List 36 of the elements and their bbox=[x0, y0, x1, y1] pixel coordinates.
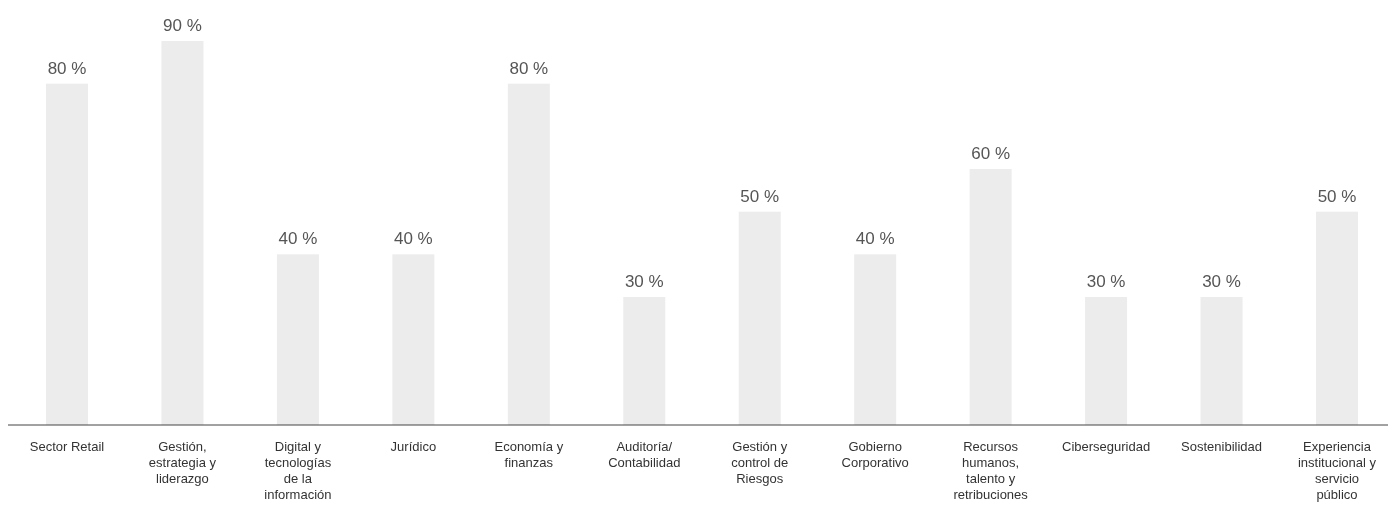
bar bbox=[1200, 297, 1243, 425]
data-label: 30 % bbox=[1086, 272, 1126, 291]
bar bbox=[969, 169, 1012, 425]
x-tick-label: Gestión, estrategia y liderazgo bbox=[148, 439, 217, 486]
x-tick-label: Gobierno Corporativo bbox=[841, 439, 909, 470]
bar bbox=[392, 254, 435, 425]
data-label: 50 % bbox=[1317, 186, 1357, 206]
data-label: 50 % bbox=[740, 186, 780, 206]
x-tick-label: Sostenibilidad bbox=[1181, 439, 1263, 454]
bar bbox=[161, 41, 204, 425]
bar bbox=[1316, 211, 1358, 425]
bar bbox=[276, 254, 319, 425]
x-tick-label: Jurídico bbox=[390, 439, 437, 454]
x-tick-label: Ciberseguridad bbox=[1062, 439, 1151, 454]
data-label: 80 % bbox=[47, 58, 87, 78]
x-tick-label: Sector Retail bbox=[29, 439, 105, 454]
data-label: 30 % bbox=[624, 272, 664, 291]
x-tick-label: Economía y finanzas bbox=[494, 439, 564, 470]
bar bbox=[46, 83, 88, 425]
bar bbox=[1085, 297, 1128, 425]
bar bbox=[507, 83, 550, 425]
bar bbox=[854, 254, 897, 425]
x-tick-label: Auditoría/Contabilidad bbox=[608, 439, 681, 470]
x-tick-label: Gestión y control de Riesgos bbox=[731, 439, 789, 486]
data-label: 90 % bbox=[163, 16, 202, 35]
data-label: 80 % bbox=[509, 58, 549, 78]
data-label: 40 % bbox=[393, 229, 433, 249]
data-label: 60 % bbox=[971, 144, 1011, 163]
data-label: 30 % bbox=[1202, 272, 1241, 291]
bar bbox=[738, 211, 781, 425]
x-tick-label: Recursos humanos, talento y retribuciones bbox=[953, 439, 1029, 502]
data-label: 40 % bbox=[278, 229, 318, 249]
x-tick-label: Experiencia institucional y servicio público bbox=[1297, 439, 1377, 502]
data-label: 40 % bbox=[855, 229, 895, 249]
bar bbox=[623, 297, 666, 425]
x-tick-label: Digital y tecnologías de la información bbox=[264, 439, 332, 502]
